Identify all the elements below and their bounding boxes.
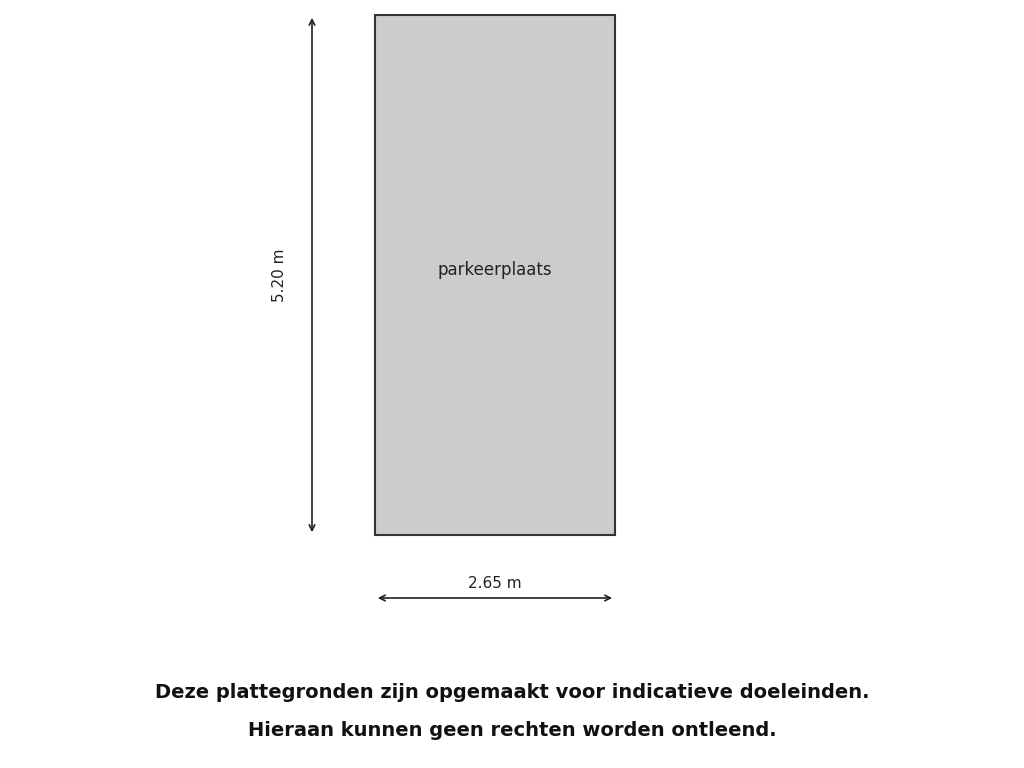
Bar — [375, 15, 615, 535]
Text: 2.65 m: 2.65 m — [468, 575, 522, 591]
Text: Deze plattegronden zijn opgemaakt voor indicatieve doeleinden.: Deze plattegronden zijn opgemaakt voor i… — [155, 684, 869, 703]
Text: parkeerplaats: parkeerplaats — [437, 261, 552, 279]
Text: Hieraan kunnen geen rechten worden ontleend.: Hieraan kunnen geen rechten worden ontle… — [248, 720, 776, 740]
Text: 5.20 m: 5.20 m — [272, 248, 288, 302]
